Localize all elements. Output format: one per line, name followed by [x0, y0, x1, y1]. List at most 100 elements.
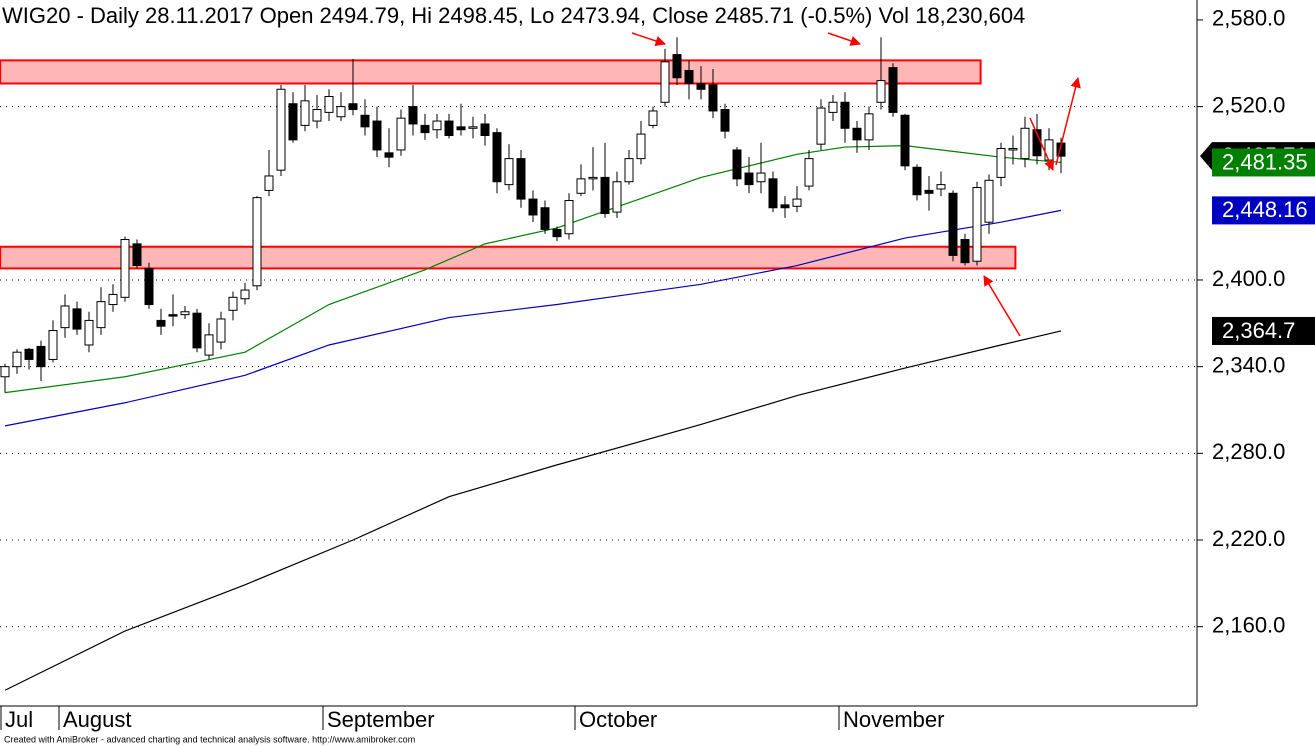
candle-body [984, 179, 994, 223]
candle-body [228, 296, 238, 311]
candle-body [468, 126, 478, 129]
candle-body [768, 178, 778, 209]
x-tick-label: August [63, 707, 132, 732]
candle-body [108, 293, 118, 306]
candle-body [660, 61, 670, 103]
candle-body [24, 348, 34, 360]
arrow [983, 275, 1021, 337]
candle-body [828, 101, 838, 113]
candle-body [600, 176, 610, 215]
candle-body [252, 197, 262, 287]
candle-body [192, 312, 202, 349]
y-tick-label: 2,580.0 [1212, 6, 1285, 31]
candle-body [84, 319, 94, 346]
candle-body [996, 148, 1006, 178]
candle-body [1044, 139, 1054, 161]
value-tag-label: 2,481.35 [1222, 149, 1308, 174]
candle-body [672, 54, 682, 79]
candle-body [816, 107, 826, 145]
candle-body [300, 100, 310, 126]
candle-body [540, 207, 550, 230]
candle-body [120, 239, 130, 298]
candle-body [324, 96, 334, 113]
candle-body [60, 305, 70, 329]
x-tick-label: September [327, 707, 435, 732]
arrow [631, 32, 666, 46]
candle-body [216, 318, 226, 343]
candle-body [360, 114, 370, 128]
candle-body [288, 103, 298, 141]
candle-body [948, 192, 958, 256]
y-tick-label: 2,280.0 [1212, 439, 1285, 464]
candle-body [240, 289, 250, 300]
moving-average [4, 330, 1062, 691]
candle-body [960, 239, 970, 264]
value-tag-label: 2,448.16 [1222, 197, 1308, 222]
title-background [0, 0, 1196, 30]
candle-body [888, 67, 898, 113]
chart-title: WIG20 - Daily 28.11.2017 Open 2494.79, H… [2, 3, 1025, 28]
candle-body [384, 152, 394, 158]
y-tick-label: 2,160.0 [1212, 613, 1285, 638]
candle-body [480, 123, 490, 137]
x-tick-label: October [579, 707, 657, 732]
candle-body [276, 88, 286, 171]
candle-body [792, 198, 802, 207]
candle-body [840, 101, 850, 129]
candle-body [444, 120, 454, 137]
y-tick-label: 2,400.0 [1212, 266, 1285, 291]
candle-body [936, 184, 946, 190]
candle-body [912, 166, 922, 196]
value-tag-label: 2,364.7 [1222, 318, 1295, 343]
candle-body [372, 120, 382, 151]
x-tick-label: November [843, 707, 944, 732]
x-tick-label: Jul [5, 707, 33, 732]
candle-body [576, 178, 586, 194]
candle-body [564, 200, 574, 235]
candle-body [876, 80, 886, 103]
candle-body [636, 133, 646, 160]
candle-body [588, 176, 598, 180]
zone [0, 59, 982, 85]
candle-body [744, 172, 754, 186]
candle-body [504, 158, 514, 186]
candle-body [336, 106, 346, 118]
candle-body [408, 106, 418, 125]
candle-body [732, 149, 742, 180]
y-tick-label: 2,340.0 [1212, 352, 1285, 377]
candle-body [156, 319, 166, 327]
candle-body [648, 110, 658, 126]
candle-body [0, 366, 10, 378]
candle-body [96, 301, 106, 329]
grid [0, 19, 1197, 628]
candle-body [312, 109, 322, 122]
candle-body [168, 314, 178, 317]
arrow [827, 32, 861, 46]
y-tick-label: 2,220.0 [1212, 526, 1285, 551]
annotation-arrows [631, 32, 1081, 337]
candle-body [420, 124, 430, 134]
candles [0, 37, 1066, 393]
candle-body [432, 120, 442, 131]
candle-body [132, 243, 142, 267]
candle-body [492, 132, 502, 183]
moving-average [4, 145, 1062, 394]
value-tag [1212, 196, 1315, 225]
candle-body [780, 204, 790, 209]
candle-body [804, 158, 814, 187]
candle-body [696, 83, 706, 90]
candle-body [924, 189, 934, 194]
candle-body [720, 109, 730, 132]
candle-body [180, 311, 190, 316]
candle-body [36, 345, 46, 368]
candle-body [516, 158, 526, 200]
candle-body [12, 351, 22, 368]
candle-body [144, 267, 154, 306]
candle-body [456, 126, 466, 131]
candle-body [48, 330, 58, 360]
candle-body [756, 172, 766, 183]
candle-body [264, 175, 274, 191]
arrow [1055, 76, 1081, 166]
value-tag [1212, 316, 1315, 345]
